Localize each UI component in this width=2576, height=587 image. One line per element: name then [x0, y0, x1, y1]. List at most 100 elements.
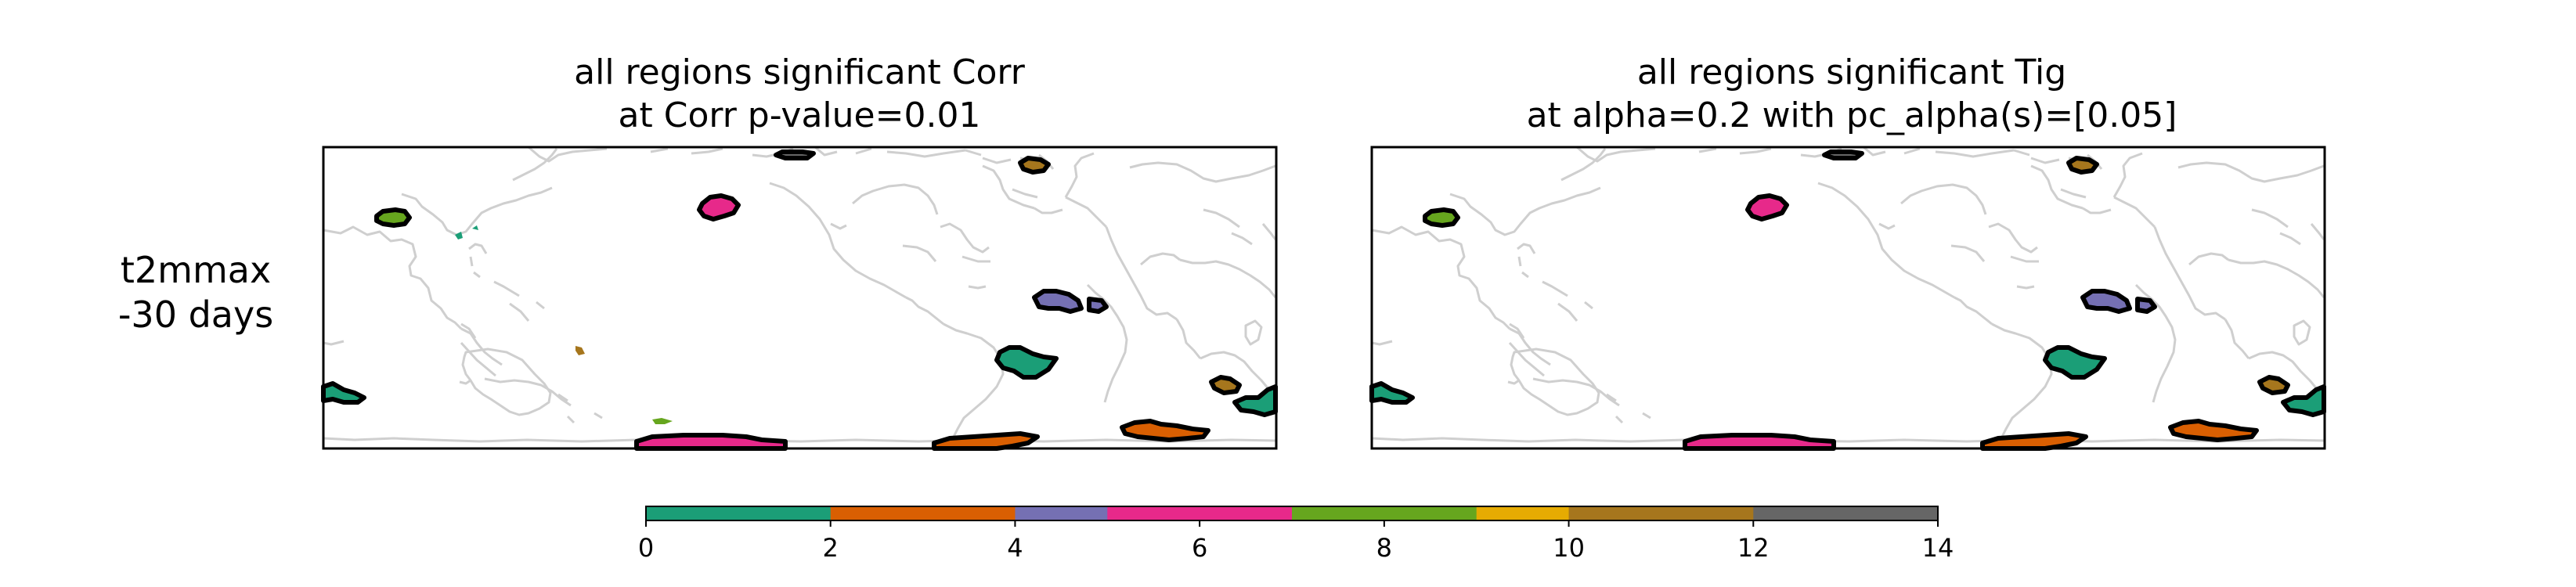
coastline-segment: [493, 280, 520, 297]
colorbar-tick-label: 14: [1922, 533, 1954, 563]
coastline-segment: [1507, 379, 1520, 385]
coastline-segment: [1817, 182, 1955, 299]
coastline-segment: [1615, 415, 1624, 424]
region-io-south: [321, 381, 366, 405]
row-label-line-2: -30 days: [118, 294, 273, 336]
coastline-segment: [886, 149, 966, 158]
coastline-segment: [1086, 283, 1128, 403]
coastline-segment: [1560, 148, 1607, 182]
region-io-mid: [1209, 375, 1242, 395]
coastline-segment: [830, 222, 847, 230]
coastline-segment: [1509, 327, 1551, 366]
coastline-segment: [2153, 226, 2226, 321]
coastline-segment: [509, 302, 530, 322]
coastline-segment: [855, 147, 872, 155]
coastline-segment: [1954, 296, 1993, 326]
coastline-segment: [323, 437, 1277, 443]
coastline-segment: [2112, 152, 2143, 198]
coastline-segment: [1517, 256, 1522, 267]
coastline-segment: [593, 412, 603, 420]
coastline-segment: [2030, 157, 2060, 164]
coastline-segment: [852, 183, 939, 215]
coastline-segment: [2224, 319, 2250, 359]
coastlines: [323, 146, 1277, 445]
colorbar-ticks: 0 2 4 6 8 10 12 14: [638, 520, 1954, 563]
coastline-segment: [1521, 271, 1529, 279]
coastline-segment: [961, 255, 990, 263]
coastline-segment: [814, 146, 838, 157]
coastline-segment: [1576, 146, 1656, 163]
coastline-segment: [1642, 412, 1651, 420]
coastline-segment: [1606, 393, 1617, 402]
coastline-segment: [2013, 149, 2030, 157]
region-satl: [2043, 345, 2107, 380]
panel-2-title-line-1: all regions significant Tig: [1637, 52, 2066, 92]
coastline-segment: [1371, 340, 1393, 346]
coastline-segment: [2228, 258, 2325, 298]
region-satl: [994, 345, 1059, 380]
region-io-mid: [2257, 375, 2290, 395]
coastline-segment: [940, 222, 990, 254]
colorbar-tick-label: 12: [1737, 533, 1770, 563]
coastline-segment: [2293, 319, 2311, 346]
coastline-segment: [528, 146, 608, 163]
coastline-segment: [1140, 252, 1181, 266]
coastline-segment: [2010, 255, 2039, 263]
coastline-segment: [2030, 164, 2084, 210]
coastline-segment: [1034, 207, 1063, 214]
coastline-segment: [905, 296, 944, 326]
coastline-segment: [1900, 183, 1987, 215]
coastline-segment: [460, 341, 496, 377]
region-taiwan: [455, 225, 478, 239]
coastline-segment: [1012, 188, 1038, 199]
map-frame: [1370, 146, 2326, 450]
coastline-segment: [1988, 222, 2038, 254]
coastline-segment: [460, 327, 503, 366]
coastline-segment: [2177, 161, 2325, 183]
coastline-segment: [468, 243, 488, 254]
region-sh-far-right: [1232, 384, 1278, 417]
coastline-segment: [323, 225, 463, 330]
coastline-segment: [1065, 196, 1108, 229]
coastline-segment: [566, 415, 575, 424]
coastline-segment: [1509, 322, 1525, 339]
coastline-segment: [1064, 152, 1095, 198]
colorbar-tick-label: 4: [1007, 533, 1023, 563]
coastline-segment: [1991, 322, 2053, 445]
coastline-segment: [2134, 283, 2177, 403]
coastline-segment: [1261, 223, 1277, 240]
coastline-segment: [982, 157, 1012, 164]
colorbar-tick-label: 10: [1553, 533, 1585, 563]
panel-2-title-line-2: at alpha=0.2 with pc_alpha(s)=[0.05]: [1527, 95, 2177, 135]
colorbar-segment: [646, 506, 832, 520]
region-np-west: [1423, 207, 1460, 228]
coastline-segment: [1903, 147, 1921, 155]
coastline-segment: [1105, 226, 1178, 321]
colorbar-segment: [1568, 506, 1754, 520]
coastline-segment: [469, 256, 474, 267]
coastline-segment: [1584, 301, 1593, 310]
map-panel-corr: [321, 146, 1278, 451]
coastline-segment: [965, 149, 982, 157]
colorbar-segments: [646, 506, 1939, 520]
panel-1-title-line-2: at Corr p-value=0.01: [619, 95, 981, 135]
coastline-segment: [323, 340, 345, 346]
coastline-segment: [902, 244, 937, 262]
coastline-segment: [512, 148, 558, 182]
coastline-segment: [1203, 208, 1240, 229]
coastline-segment: [968, 285, 987, 290]
coastline-segment: [1557, 302, 1578, 322]
coastline-segment: [557, 393, 568, 402]
coastline-segment: [460, 322, 477, 339]
region-so-orange2: [2168, 419, 2259, 442]
coastlines: [1371, 146, 2325, 445]
coastline-segment: [2248, 351, 2325, 398]
region-so-pink: [1683, 433, 1836, 451]
coastline-segment: [461, 348, 552, 416]
coastline-segment: [1510, 348, 1600, 416]
coastline-segment: [2310, 223, 2325, 240]
colorbar-segment: [1476, 506, 1570, 520]
region-so-orange: [932, 431, 1040, 451]
coastline-segment: [1698, 147, 1717, 153]
map-frame: [322, 146, 1278, 450]
